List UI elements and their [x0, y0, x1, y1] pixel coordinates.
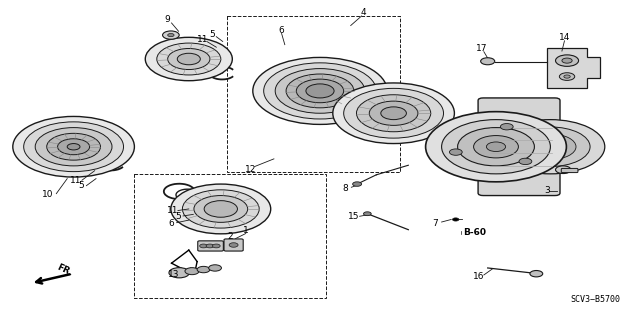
- Circle shape: [296, 79, 344, 103]
- Circle shape: [13, 116, 134, 177]
- FancyBboxPatch shape: [224, 239, 243, 251]
- Circle shape: [253, 57, 387, 124]
- Circle shape: [564, 75, 570, 78]
- Circle shape: [426, 112, 566, 182]
- Circle shape: [356, 95, 431, 132]
- Circle shape: [264, 63, 376, 119]
- Circle shape: [24, 122, 124, 172]
- Text: 2: 2: [228, 232, 233, 241]
- Circle shape: [474, 136, 518, 158]
- FancyBboxPatch shape: [478, 98, 560, 196]
- Text: 5: 5: [210, 30, 215, 39]
- Circle shape: [171, 184, 271, 234]
- Circle shape: [364, 212, 371, 216]
- Text: 17: 17: [476, 44, 487, 53]
- Circle shape: [344, 88, 444, 138]
- Circle shape: [47, 133, 100, 160]
- Circle shape: [182, 190, 259, 228]
- Circle shape: [206, 244, 214, 248]
- Circle shape: [168, 48, 210, 70]
- Circle shape: [229, 243, 238, 247]
- Circle shape: [525, 134, 576, 160]
- Circle shape: [333, 83, 454, 144]
- Circle shape: [353, 182, 362, 186]
- Circle shape: [559, 73, 575, 80]
- Circle shape: [177, 53, 200, 65]
- Circle shape: [452, 218, 459, 221]
- Circle shape: [496, 120, 605, 174]
- Circle shape: [458, 128, 534, 166]
- Circle shape: [145, 37, 232, 81]
- Circle shape: [381, 107, 406, 120]
- Circle shape: [442, 120, 550, 174]
- Text: 11: 11: [167, 206, 179, 215]
- Text: 5: 5: [79, 182, 84, 190]
- Text: 11: 11: [70, 176, 81, 185]
- Circle shape: [197, 266, 210, 273]
- Text: SCV3−B5700: SCV3−B5700: [570, 295, 620, 304]
- Circle shape: [212, 244, 220, 248]
- Text: 6: 6: [169, 219, 174, 228]
- Circle shape: [67, 144, 80, 150]
- Text: 14: 14: [559, 33, 570, 42]
- Text: 13: 13: [168, 270, 180, 279]
- Circle shape: [58, 139, 90, 155]
- Text: 6: 6: [279, 26, 284, 35]
- FancyBboxPatch shape: [561, 168, 578, 173]
- Circle shape: [209, 265, 221, 271]
- Circle shape: [168, 33, 174, 37]
- Circle shape: [486, 142, 506, 152]
- Circle shape: [562, 58, 572, 63]
- Circle shape: [157, 43, 221, 75]
- Text: 3: 3: [545, 186, 550, 195]
- Circle shape: [35, 128, 112, 166]
- Circle shape: [306, 84, 334, 98]
- Text: 1: 1: [243, 226, 248, 235]
- Circle shape: [185, 268, 199, 275]
- FancyBboxPatch shape: [198, 241, 223, 251]
- Text: B-60: B-60: [463, 228, 486, 237]
- Circle shape: [369, 101, 418, 125]
- Circle shape: [275, 69, 365, 113]
- Circle shape: [204, 201, 237, 217]
- Text: 4: 4: [361, 8, 366, 17]
- Polygon shape: [547, 48, 600, 88]
- Circle shape: [519, 158, 532, 165]
- Text: 10: 10: [42, 190, 54, 199]
- Circle shape: [194, 196, 248, 222]
- Circle shape: [286, 74, 354, 108]
- Circle shape: [500, 123, 513, 130]
- Circle shape: [530, 271, 543, 277]
- Circle shape: [556, 166, 571, 174]
- Circle shape: [169, 268, 189, 278]
- Circle shape: [200, 244, 207, 248]
- Text: 11: 11: [196, 35, 208, 44]
- Circle shape: [556, 55, 579, 66]
- Circle shape: [481, 58, 495, 65]
- Text: 7: 7: [433, 219, 438, 228]
- Text: 16: 16: [473, 272, 484, 281]
- Text: 8: 8: [343, 184, 348, 193]
- Text: 15: 15: [348, 212, 359, 221]
- Text: 5: 5: [175, 212, 180, 221]
- Circle shape: [511, 127, 590, 167]
- Text: 12: 12: [245, 165, 257, 174]
- Circle shape: [449, 149, 462, 155]
- Text: FR.: FR.: [55, 263, 74, 278]
- Circle shape: [163, 31, 179, 39]
- Text: 9: 9: [165, 15, 170, 24]
